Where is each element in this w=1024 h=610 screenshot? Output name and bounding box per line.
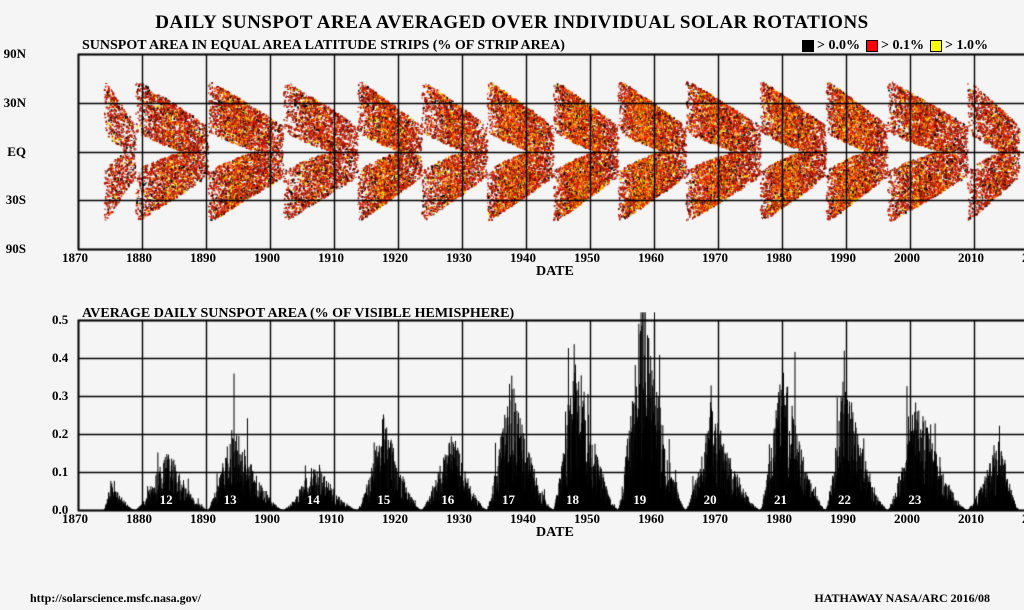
- x-tick-label: 1900: [254, 511, 280, 527]
- x-tick-label: 1880: [126, 511, 152, 527]
- x-tick-label: 1990: [830, 250, 856, 266]
- y-tick-label: 0.2: [52, 426, 68, 442]
- y-tick-label: 90N: [4, 46, 26, 62]
- x-tick-label: 1940: [510, 511, 536, 527]
- y-tick-label: 0.4: [52, 350, 68, 366]
- x-tick-label: 1990: [830, 511, 856, 527]
- x-tick-label: 1870: [62, 511, 88, 527]
- butterfly-xaxis-label: DATE: [536, 264, 574, 280]
- y-tick-label: 90S: [6, 241, 26, 257]
- cycle-number-label: 17: [502, 492, 515, 508]
- cycle-number-label: 18: [566, 492, 579, 508]
- cycle-number-label: 12: [160, 492, 173, 508]
- area-xaxis-label: DATE: [536, 525, 574, 541]
- cycle-number-label: 13: [224, 492, 237, 508]
- footer-credit: HATHAWAY NASA/ARC 2016/08: [814, 591, 990, 606]
- butterfly-chart: SUNSPOT AREA IN EQUAL AREA LATITUDE STRI…: [30, 42, 994, 294]
- footer-source: http://solarscience.msfc.nasa.gov/: [30, 591, 201, 606]
- x-tick-label: 1930: [446, 250, 472, 266]
- y-tick-label: 0.1: [52, 464, 68, 480]
- y-tick-label: 0.3: [52, 388, 68, 404]
- main-title: DAILY SUNSPOT AREA AVERAGED OVER INDIVID…: [30, 12, 994, 34]
- x-tick-label: 1980: [766, 250, 792, 266]
- x-tick-label: 1910: [318, 511, 344, 527]
- x-tick-label: 1960: [638, 250, 664, 266]
- cycle-number-label: 19: [633, 492, 646, 508]
- cycle-number-label: 20: [704, 492, 717, 508]
- x-tick-label: 1920: [382, 250, 408, 266]
- y-tick-label: 30N: [4, 95, 26, 111]
- y-tick-label: 30S: [6, 192, 26, 208]
- cycle-number-label: 22: [838, 492, 851, 508]
- x-tick-label: 2000: [894, 250, 920, 266]
- x-tick-label: 1930: [446, 511, 472, 527]
- x-tick-label: 2010: [958, 511, 984, 527]
- x-tick-label: 2000: [894, 511, 920, 527]
- x-tick-label: 1890: [190, 511, 216, 527]
- cycle-number-label: 21: [774, 492, 787, 508]
- area-canvas: [30, 312, 1024, 514]
- cycle-number-label: 15: [377, 492, 390, 508]
- butterfly-canvas: [30, 42, 1024, 253]
- y-tick-label: 0.5: [52, 312, 68, 328]
- x-tick-label: 1920: [382, 511, 408, 527]
- y-tick-label: EQ: [7, 144, 26, 160]
- cycle-number-label: 23: [908, 492, 921, 508]
- x-tick-label: 1900: [254, 250, 280, 266]
- x-tick-label: 1890: [190, 250, 216, 266]
- x-tick-label: 1960: [638, 511, 664, 527]
- x-tick-label: 1970: [702, 511, 728, 527]
- x-tick-label: 2010: [958, 250, 984, 266]
- area-chart: AVERAGE DAILY SUNSPOT AREA (% OF VISIBLE…: [30, 312, 994, 557]
- x-tick-label: 1880: [126, 250, 152, 266]
- x-tick-label: 1970: [702, 250, 728, 266]
- x-tick-label: 1940: [510, 250, 536, 266]
- x-tick-label: 1870: [62, 250, 88, 266]
- x-tick-label: 1910: [318, 250, 344, 266]
- x-tick-label: 1950: [574, 250, 600, 266]
- cycle-number-label: 14: [307, 492, 320, 508]
- cycle-number-label: 16: [441, 492, 454, 508]
- x-tick-label: 1980: [766, 511, 792, 527]
- x-tick-label: 1950: [574, 511, 600, 527]
